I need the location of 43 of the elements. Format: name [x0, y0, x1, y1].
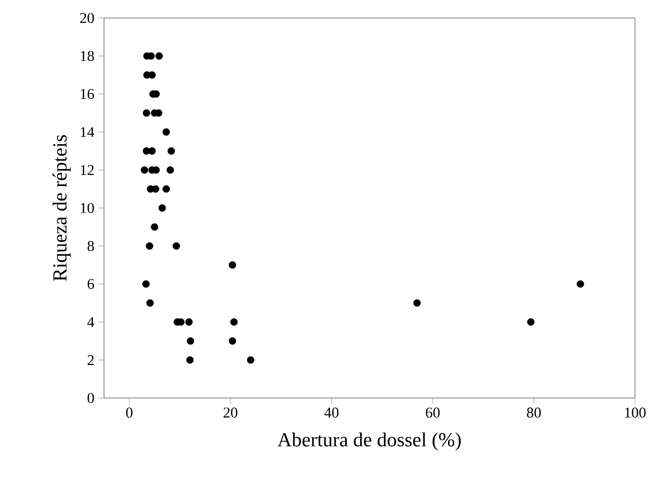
- y-axis-title: Riqueza de répteis: [52, 135, 71, 281]
- y-tick-label: 16: [80, 88, 94, 100]
- point: [150, 223, 158, 231]
- x-tick-label: 60: [426, 408, 440, 418]
- y-tick-label: 14: [80, 127, 94, 137]
- point: [142, 280, 150, 288]
- point: [158, 204, 166, 212]
- point: [230, 318, 238, 326]
- y-tick-label: 0: [88, 392, 94, 404]
- x-tick-label: 80: [526, 408, 541, 418]
- point: [228, 337, 236, 345]
- y-tick-label: 20: [80, 12, 94, 24]
- point: [186, 356, 194, 364]
- point: [162, 185, 170, 193]
- x-tick-label: 40: [324, 408, 338, 418]
- point: [155, 52, 163, 60]
- point: [246, 356, 254, 364]
- point: [166, 166, 174, 174]
- point: [576, 280, 584, 288]
- point: [185, 318, 193, 326]
- point: [140, 166, 148, 174]
- y-tick-label: 12: [80, 165, 94, 175]
- point: [228, 261, 236, 269]
- y-tick-label: 6: [88, 278, 94, 290]
- x-tick-label: 0: [126, 408, 132, 418]
- point: [148, 147, 156, 155]
- point: [142, 109, 150, 117]
- y-tick-label: 2: [88, 355, 94, 365]
- y-tick-label: 18: [80, 50, 94, 62]
- point: [172, 242, 180, 250]
- point: [186, 337, 194, 345]
- point: [146, 299, 154, 307]
- y-tick-label: 4: [87, 317, 94, 327]
- y-tick-label: 10: [80, 202, 94, 214]
- point: [168, 147, 175, 155]
- x-tick-label: 100: [625, 408, 646, 418]
- x-tick-label: 20: [224, 408, 238, 418]
- point: [146, 242, 154, 250]
- point: [413, 299, 421, 307]
- x-axis-title: Abertura de dossel (%): [278, 432, 461, 451]
- point: [162, 128, 170, 136]
- point: [527, 318, 535, 326]
- y-tick-label: 8: [88, 240, 94, 252]
